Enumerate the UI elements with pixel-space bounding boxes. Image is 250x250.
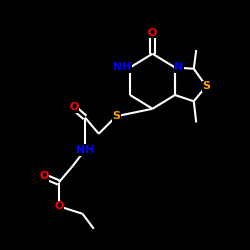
Text: NH: NH	[113, 62, 131, 72]
Text: S: S	[112, 111, 120, 121]
Text: O: O	[39, 171, 48, 181]
Text: NH: NH	[113, 62, 131, 72]
Text: O: O	[69, 102, 78, 113]
Text: NH: NH	[76, 145, 94, 155]
Text: N: N	[174, 62, 184, 72]
Text: NH: NH	[76, 145, 94, 155]
Text: O: O	[148, 28, 157, 38]
Text: S: S	[112, 111, 120, 121]
Text: O: O	[54, 201, 64, 211]
Text: O: O	[39, 171, 48, 181]
Text: O: O	[148, 28, 157, 38]
Text: O: O	[69, 102, 78, 113]
Text: N: N	[174, 62, 184, 72]
Text: O: O	[54, 201, 64, 211]
Text: S: S	[202, 81, 210, 91]
Text: S: S	[202, 81, 210, 91]
